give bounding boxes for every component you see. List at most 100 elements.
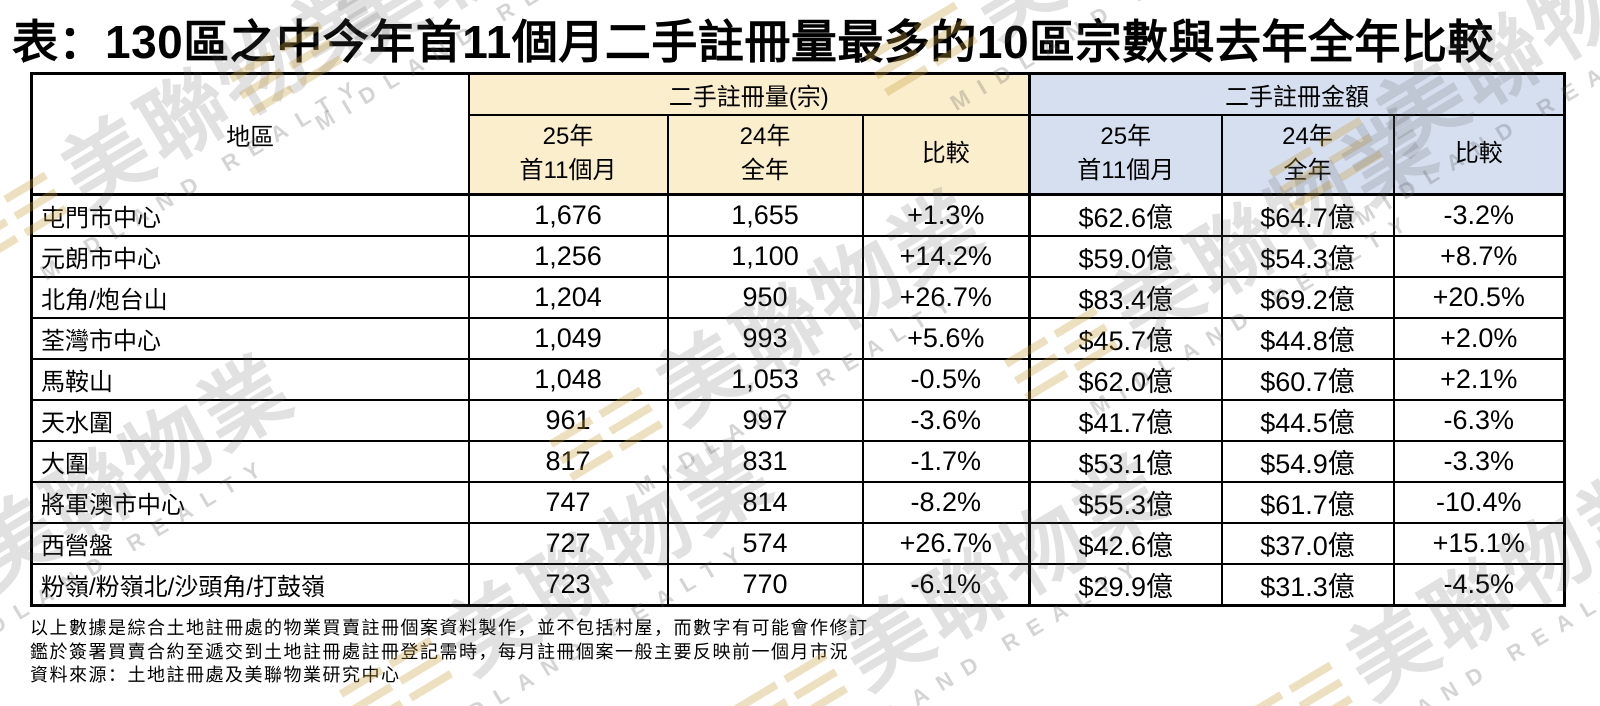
district-cell: 荃灣市中心 [30,317,470,360]
amount-change-cell: +2.0% [1392,317,1566,360]
amount-change-cell: +2.1% [1392,358,1566,401]
volume-change-cell: +5.6% [861,317,1031,360]
amount-change-cell: +8.7% [1392,235,1566,278]
midland-logo-marks-icon: ☰☰ [1231,651,1365,706]
volume-25-cell: 723 [467,563,669,607]
volume-25-cell: 1,048 [467,358,669,401]
volume-25-cell: 727 [467,522,669,565]
subheader-volume-25: 25年 首11個月 [467,113,669,196]
table-row: 屯門市中心 1,676 1,655 +1.3% $62.6億 $64.7億 -3… [30,193,1566,237]
subheader-line2: 全年 [1283,157,1332,185]
volume-24-cell: 574 [666,522,864,565]
volume-25-cell: 817 [467,440,669,483]
amount-change-cell: -3.2% [1392,193,1566,237]
group-header-row: 地區 二手註冊量(宗) 二手註冊金額 [30,72,1566,196]
amount-change-cell: +15.1% [1392,522,1566,565]
subheader-line1: 24年 [739,123,791,151]
subheader-amount-compare: 比較 [1392,113,1566,196]
amount-24-cell: $61.7億 [1220,481,1395,524]
subheader-line1: 24年 [1282,123,1333,151]
subheader-line1: 25年 [1100,123,1152,151]
footnote-source: 資料來源：土地註冊處及美聯物業研究中心 [30,665,401,685]
subheader-amount-24: 24年 全年 [1220,113,1395,196]
amount-24-cell: $60.7億 [1220,358,1395,401]
subheader-line2: 首11個月 [1077,157,1175,185]
amount-change-cell: -6.3% [1392,399,1566,442]
volume-change-cell: -8.2% [861,481,1031,524]
subheader-volume-24: 24年 全年 [666,113,864,196]
subheader-amount-25: 25年 首11個月 [1028,113,1223,196]
district-cell: 元朗市中心 [30,235,470,278]
volume-24-cell: 997 [666,399,864,442]
table-row: 西營盤 727 574 +26.7% $42.6億 $37.0億 +15.1% [30,522,1566,565]
district-column-header: 地區 [30,72,470,196]
district-cell: 馬鞍山 [30,358,470,401]
table-header: 地區 二手註冊量(宗) 二手註冊金額 25年 首11個月 24年 全年 比較 2… [30,72,1566,196]
table-row: 荃灣市中心 1,049 993 +5.6% $45.7億 $44.8億 +2.0… [30,317,1566,360]
district-cell: 西營盤 [30,522,470,565]
district-cell: 北角/炮台山 [30,276,470,319]
volume-change-cell: -6.1% [861,563,1031,607]
subheader-line2: 首11個月 [519,157,617,185]
volume-25-cell: 1,256 [467,235,669,278]
amount-25-cell: $41.7億 [1028,399,1223,442]
amount-25-cell: $55.3億 [1028,481,1223,524]
amount-25-cell: $83.4億 [1028,276,1223,319]
district-cell: 天水圍 [30,399,470,442]
volume-24-cell: 770 [666,563,864,607]
amount-25-cell: $42.6億 [1028,522,1223,565]
volume-change-cell: +26.7% [861,276,1031,319]
amount-24-cell: $37.0億 [1220,522,1395,565]
volume-24-cell: 1,655 [666,193,864,237]
volume-24-cell: 993 [666,317,864,360]
amount-25-cell: $59.0億 [1028,235,1223,278]
volume-change-cell: -1.7% [861,440,1031,483]
amount-group-header: 二手註冊金額 [1028,72,1566,116]
table-row: 天水圍 961 997 -3.6% $41.7億 $44.5億 -6.3% [30,399,1566,442]
amount-change-cell: -3.3% [1392,440,1566,483]
subheader-line1: 比較 [921,140,970,168]
volume-change-cell: +26.7% [861,522,1031,565]
amount-24-cell: $54.3億 [1220,235,1395,278]
volume-25-cell: 1,204 [467,276,669,319]
volume-24-cell: 814 [666,481,864,524]
volume-change-cell: -0.5% [861,358,1031,401]
volume-change-cell: +14.2% [861,235,1031,278]
footnote-line: 以上數據是綜合土地註冊處的物業買賣註冊個案資料製作，並不包括村屋，而數字有可能會… [30,618,869,638]
amount-24-cell: $31.3億 [1220,563,1395,607]
district-cell: 將軍澳市中心 [30,481,470,524]
volume-24-cell: 831 [666,440,864,483]
amount-24-cell: $54.9億 [1220,440,1395,483]
table-row: 北角/炮台山 1,204 950 +26.7% $83.4億 $69.2億 +2… [30,276,1566,319]
page-title: 表：130區之中今年首11個月二手註冊量最多的10區宗數與去年全年比較 [12,16,1495,68]
volume-24-cell: 1,053 [666,358,864,401]
volume-25-cell: 961 [467,399,669,442]
footnote-line: 鑑於簽署買賣合約至遞交到土地註冊處註冊登記需時，每月註冊個案一般主要反映前一個月… [30,641,849,662]
volume-group-header: 二手註冊量(宗) [467,72,1031,116]
amount-24-cell: $44.5億 [1220,399,1395,442]
subheader-line1: 比較 [1454,140,1503,168]
volume-change-cell: +1.3% [861,193,1031,237]
volume-24-cell: 1,100 [666,235,864,278]
volume-24-cell: 950 [666,276,864,319]
subheader-line2: 全年 [741,157,789,185]
volume-change-cell: -3.6% [861,399,1031,442]
district-cell: 大圍 [30,440,470,483]
volume-25-cell: 1,676 [467,193,669,237]
footnotes: 以上數據是綜合土地註冊處的物業買賣註冊個案資料製作，並不包括村屋，而數字有可能會… [30,617,869,688]
subheader-line1: 25年 [542,123,594,151]
amount-25-cell: $29.9億 [1028,563,1223,607]
amount-change-cell: -10.4% [1392,481,1566,524]
amount-change-cell: +20.5% [1392,276,1566,319]
table-row: 元朗市中心 1,256 1,100 +14.2% $59.0億 $54.3億 +… [30,235,1566,278]
district-cell: 屯門市中心 [30,193,470,237]
amount-24-cell: $64.7億 [1220,193,1395,237]
volume-25-cell: 747 [467,481,669,524]
amount-25-cell: $62.0億 [1028,358,1223,401]
amount-change-cell: -4.5% [1392,563,1566,607]
table-body: 屯門市中心 1,676 1,655 +1.3% $62.6億 $64.7億 -3… [30,193,1566,607]
registrations-table: 地區 二手註冊量(宗) 二手註冊金額 25年 首11個月 24年 全年 比較 2… [30,72,1567,607]
amount-24-cell: $44.8億 [1220,317,1395,360]
amount-25-cell: $62.6億 [1028,193,1223,237]
